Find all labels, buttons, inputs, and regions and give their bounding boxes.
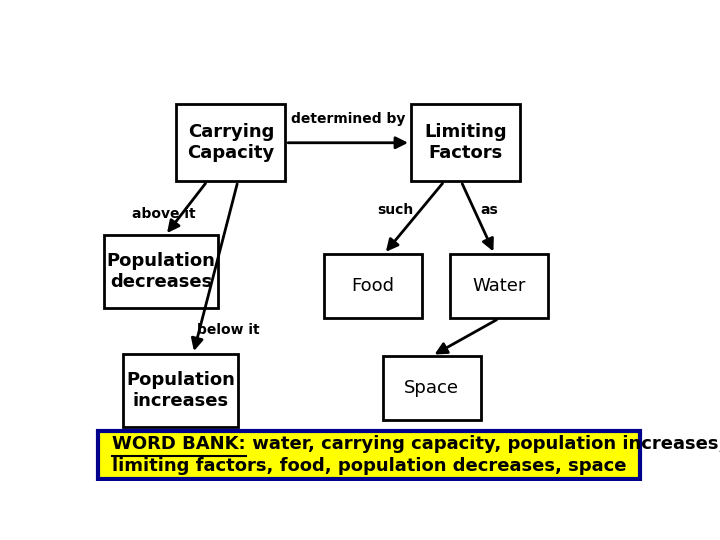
FancyBboxPatch shape <box>411 104 520 181</box>
Text: Water: Water <box>472 277 526 295</box>
Text: water, carrying capacity, population increases,: water, carrying capacity, population inc… <box>246 435 720 453</box>
Text: WORD BANK:: WORD BANK: <box>112 435 246 453</box>
Text: Population
decreases: Population decreases <box>107 252 215 291</box>
Text: Space: Space <box>404 379 459 397</box>
Text: Limiting
Factors: Limiting Factors <box>424 123 507 162</box>
FancyBboxPatch shape <box>99 431 639 478</box>
FancyBboxPatch shape <box>104 235 218 308</box>
FancyBboxPatch shape <box>176 104 285 181</box>
Text: limiting factors, food, population decreases, space: limiting factors, food, population decre… <box>112 457 627 475</box>
Text: Population
increases: Population increases <box>126 371 235 409</box>
Text: Carrying
Capacity: Carrying Capacity <box>187 123 274 162</box>
FancyBboxPatch shape <box>324 254 422 319</box>
FancyBboxPatch shape <box>383 356 481 420</box>
FancyBboxPatch shape <box>124 354 238 427</box>
Text: such: such <box>378 202 414 217</box>
Text: determined by: determined by <box>291 112 405 126</box>
Text: above it: above it <box>132 207 195 221</box>
Text: as: as <box>480 202 498 217</box>
Text: below it: below it <box>197 323 260 337</box>
Text: Food: Food <box>351 277 395 295</box>
FancyBboxPatch shape <box>450 254 548 319</box>
